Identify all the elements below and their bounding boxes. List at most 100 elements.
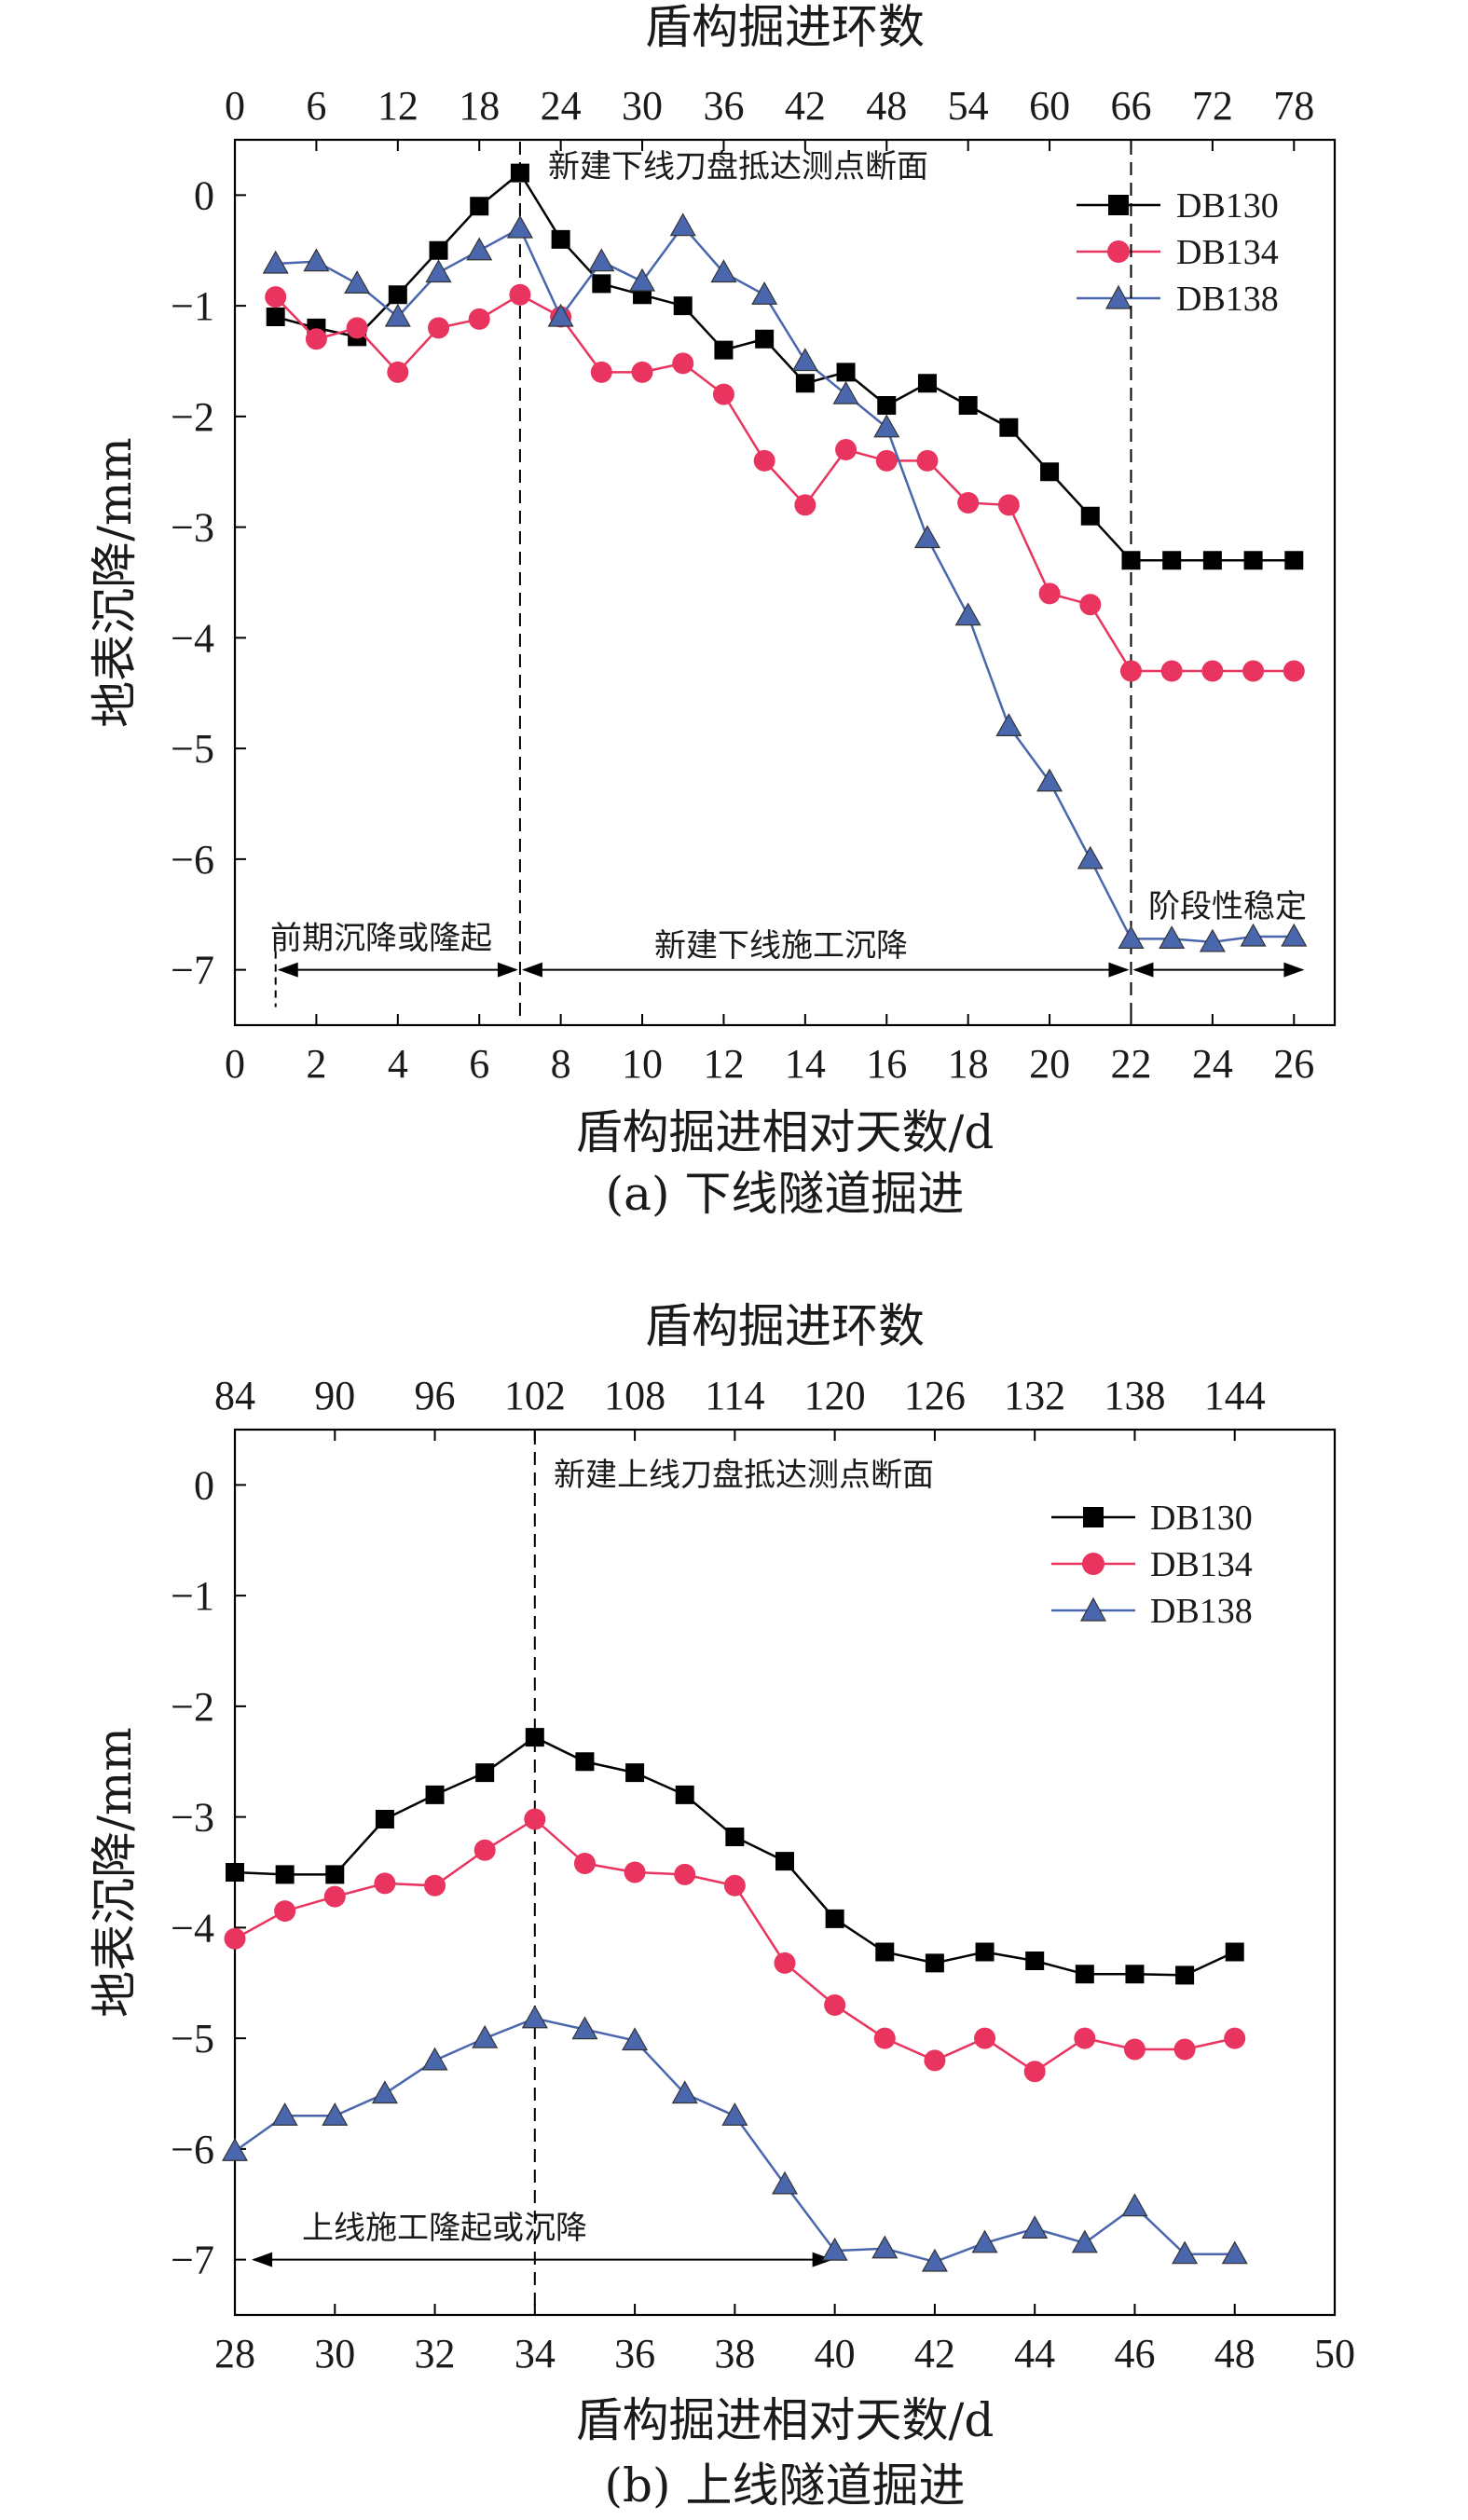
panel-a-phase-label-1: 前期沉降或隆起 <box>270 920 492 957</box>
panel-a-ytick-label-0: 0 <box>194 172 214 218</box>
panel-a-point-db134-4 <box>428 317 450 339</box>
panel-a-point-db134-6 <box>509 283 531 306</box>
panel-a-point-db138-3 <box>384 303 411 327</box>
panel-b-point-db134-17 <box>1074 2027 1096 2049</box>
panel-b-point-db130-0 <box>226 1863 244 1882</box>
panel-a-point-db134-17 <box>957 492 980 514</box>
panel-b-x-axis-title: 盾构掘进相对天数/d <box>576 2393 995 2447</box>
panel-a-point-db134-22 <box>1160 660 1183 682</box>
panel-a-legend-marker-db134 <box>1107 240 1130 263</box>
panel-a-point-db138-12 <box>751 281 778 305</box>
panel-a-phase-arrow-left-2 <box>1132 962 1154 978</box>
panel-a-legend-label-db134: DB134 <box>1176 233 1279 272</box>
panel-b-point-db130-1 <box>275 1865 295 1884</box>
panel-a-x2tick-label-13: 78 <box>1273 83 1314 129</box>
panel-b-point-db138-3 <box>371 2080 398 2104</box>
panel-a-point-db134-8 <box>590 361 612 383</box>
panel-b-point-db138-8 <box>622 2027 649 2051</box>
panel-a-series-line-db138 <box>275 224 1295 944</box>
panel-b-x2tick-label-9: 138 <box>1104 1373 1165 1418</box>
panel-b-legend-label-db138: DB138 <box>1150 1592 1253 1631</box>
panel-b-xtick-label-6: 40 <box>815 2331 856 2376</box>
panel-a-point-db134-18 <box>997 494 1020 516</box>
panel-a-point-db130-0 <box>266 308 285 326</box>
panel-b-point-db130-12 <box>825 1909 844 1928</box>
panel-a-point-db130-21 <box>1121 551 1141 570</box>
panel-a-point-db138-18 <box>995 713 1022 736</box>
panel-a-point-db130-3 <box>388 285 407 305</box>
panel-a-point-db130-25 <box>1284 551 1304 570</box>
panel-b-legend-label-db134: DB134 <box>1150 1545 1253 1584</box>
panel-a-point-db134-0 <box>265 286 287 308</box>
panel-b-x2tick-label-6: 120 <box>804 1373 866 1418</box>
panel-b-point-db130-10 <box>725 1828 745 1846</box>
panel-b-ytick-label-1: −1 <box>171 1573 214 1619</box>
panel-a-y-axis-title: 地表沉降/mm <box>88 437 142 728</box>
panel-b-point-db130-16 <box>1025 1952 1045 1970</box>
panel-b-point-db138-16 <box>1022 2215 1049 2239</box>
panel-a-ytick-label-5: −5 <box>171 726 214 772</box>
panel-a-phase-arrow-left-1 <box>521 962 542 978</box>
panel-a-point-db130-5 <box>470 197 489 216</box>
panel-a-point-db134-12 <box>753 449 775 472</box>
panel-b-xtick-label-2: 32 <box>415 2331 456 2376</box>
panel-b-x2tick-label-5: 114 <box>705 1373 764 1418</box>
panel-b-point-db130-5 <box>475 1763 495 1783</box>
panel-a-point-db138-1 <box>303 248 330 272</box>
panel-a-point-db138-21 <box>1118 925 1145 949</box>
panel-b-point-db134-9 <box>674 1863 696 1885</box>
panel-b-point-db130-8 <box>625 1763 645 1783</box>
panel-b-chart: 盾构掘进环数 盾构掘进相对天数/d 地表沉降/mm (b) 上线隧道掘进 新建上… <box>88 1299 1355 2513</box>
panel-a-phase-arrow-left-0 <box>277 962 298 978</box>
panel-a-x2tick-label-10: 60 <box>1029 83 1070 129</box>
panel-b-y-axis-title: 地表沉降/mm <box>88 1727 142 2018</box>
panel-b-point-db134-18 <box>1123 2038 1146 2061</box>
panel-b-point-db138-17 <box>1071 2229 1098 2253</box>
panel-b-ytick-label-7: −7 <box>171 2238 214 2283</box>
panel-b-point-db134-11 <box>774 1952 796 1974</box>
panel-b-point-db134-20 <box>1224 2027 1246 2049</box>
panel-a-xtick-label-5: 10 <box>622 1041 663 1087</box>
panel-b-x2tick-label-2: 96 <box>415 1373 456 1418</box>
panel-b-xtick-label-1: 30 <box>314 2331 355 2376</box>
panel-a-point-db138-5 <box>466 237 493 261</box>
panel-b-point-db130-20 <box>1225 1942 1244 1962</box>
panel-a-plot-frame <box>233 138 1337 1027</box>
panel-b-legend-marker-db134 <box>1082 1553 1104 1575</box>
panel-b-point-db130-17 <box>1075 1965 1094 1984</box>
panel-b-vline-label: 新建上线刀盘抵达测点断面 <box>554 1457 934 1494</box>
panel-b-point-db138-20 <box>1221 2240 1248 2265</box>
panel-a-top-axis-title: 盾构掘进环数 <box>645 0 925 54</box>
panel-b-point-db138-4 <box>421 2047 448 2071</box>
panel-a-point-db130-19 <box>1040 462 1060 482</box>
panel-a-xtick-label-0: 0 <box>225 1041 245 1087</box>
panel-b-point-db134-6 <box>524 1808 546 1830</box>
panel-a-point-db138-22 <box>1159 925 1186 949</box>
panel-a-point-db138-15 <box>873 414 900 438</box>
panel-a-point-db138-16 <box>913 525 940 549</box>
panel-a-point-db130-10 <box>673 296 693 316</box>
panel-a-point-db138-10 <box>669 212 696 237</box>
panel-a-x2tick-label-3: 18 <box>459 83 500 129</box>
panel-b-x2tick-label-8: 132 <box>1004 1373 1065 1418</box>
panel-b-point-db138-2 <box>322 2102 349 2126</box>
panel-a-point-db134-24 <box>1242 660 1265 682</box>
panel-a-point-db130-20 <box>1080 506 1100 526</box>
panel-a-point-db134-19 <box>1038 582 1061 605</box>
panel-a-point-db138-8 <box>588 248 615 272</box>
panel-a-ytick-label-4: −4 <box>171 615 214 661</box>
panel-a-xtick-label-11: 22 <box>1110 1041 1151 1087</box>
panel-a-phase-label-2: 新建下线施工沉降 <box>654 927 908 965</box>
panel-a-x2tick-label-7: 42 <box>785 83 826 129</box>
panel-b-xtick-label-4: 36 <box>614 2331 655 2376</box>
panel-a-xtick-label-2: 4 <box>388 1041 408 1087</box>
panel-a-phase-arrow-right-0 <box>497 962 518 978</box>
panel-b-point-db130-6 <box>525 1728 544 1747</box>
panel-b-legend-marker-db138 <box>1079 1596 1107 1622</box>
panel-a-xtick-label-10: 20 <box>1029 1041 1070 1087</box>
panel-a-legend: DB130 DB134 DB138 <box>1077 186 1279 319</box>
panel-b-xtick-label-8: 44 <box>1014 2331 1055 2376</box>
panel-a-phase-label-3: 阶段性稳定 <box>1148 888 1307 925</box>
panel-a-x2tick-label-6: 36 <box>703 83 744 129</box>
panel-a-x2tick-label-11: 66 <box>1110 83 1151 129</box>
